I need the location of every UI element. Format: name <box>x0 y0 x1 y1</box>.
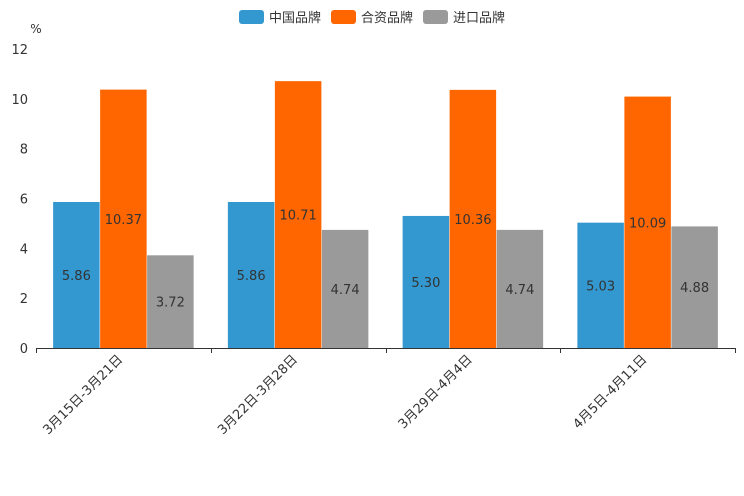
y-axis-unit: % <box>30 22 41 36</box>
y-axis: 0 2 4 6 8 10 12 <box>11 43 28 357</box>
bar-domestic[interactable] <box>577 222 624 348</box>
y-tick-label: 2 <box>20 292 28 307</box>
x-axis: 3月15日-3月21日 3月22日-3月28日 3月29日-4月4日 4月5日-4月1… <box>36 348 736 438</box>
bar-joint-venture[interactable] <box>100 89 147 348</box>
legend-label-joint-venture: 合资品牌 <box>360 11 413 26</box>
y-tick-label: 4 <box>20 242 28 257</box>
legend-swatch-joint-venture <box>330 9 356 24</box>
y-tick-label: 10 <box>11 93 28 108</box>
bar-domestic[interactable] <box>227 201 275 348</box>
x-category-label: 3月29日-4月4日 <box>396 352 476 432</box>
bar-joint-venture[interactable] <box>624 96 671 348</box>
bar-imported[interactable] <box>147 255 194 348</box>
y-tick-label: 12 <box>11 43 28 58</box>
bar-value-label: 3.72 <box>156 296 185 311</box>
bar-imported[interactable] <box>321 229 369 348</box>
bar-domestic[interactable] <box>402 215 450 348</box>
legend: 中国品牌 合资品牌 进口品牌 <box>0 7 744 26</box>
bar-value-label: 4.74 <box>331 283 360 298</box>
legend-swatch-imported <box>423 9 448 24</box>
y-tick-label: 6 <box>20 193 28 208</box>
bar-value-label: 5.86 <box>237 269 266 284</box>
legend-label-imported: 进口品牌 <box>453 11 506 26</box>
bar-imported[interactable] <box>496 229 544 348</box>
legend-item-domestic[interactable]: 中国品牌 <box>238 7 321 26</box>
bar-value-label: 5.03 <box>586 279 615 294</box>
bar-value-label: 10.09 <box>629 216 666 231</box>
bar-joint-venture[interactable] <box>274 81 322 348</box>
y-tick-label: 0 <box>20 342 28 357</box>
bar-value-label: 5.30 <box>411 276 440 291</box>
bar-joint-venture[interactable] <box>449 89 497 348</box>
legend-item-joint-venture[interactable]: 合资品牌 <box>330 7 413 26</box>
bar-value-label: 10.36 <box>454 213 491 228</box>
plot-area: 5.86 10.37 3.72 5.86 10.71 4.74 5.30 10.36 4.74 5… <box>53 81 718 348</box>
x-category-label: 4月5日-4月11日 <box>571 352 651 432</box>
bar-value-label: 10.71 <box>280 209 317 224</box>
bar-value-label: 4.88 <box>680 281 709 296</box>
bar-value-label: 10.37 <box>105 213 142 228</box>
y-tick-label: 8 <box>20 143 28 158</box>
legend-swatch-domestic <box>238 9 264 24</box>
legend-label-domestic: 中国品牌 <box>268 11 321 26</box>
bar-value-label: 4.74 <box>505 283 534 298</box>
bar-value-label: 5.86 <box>62 269 91 284</box>
bar-domestic[interactable] <box>53 201 100 348</box>
x-category-label: 3月22日-3月28日 <box>215 352 301 438</box>
legend-item-imported[interactable]: 进口品牌 <box>423 7 505 26</box>
x-category-label: 3月15日-3月21日 <box>40 352 126 438</box>
bar-imported[interactable] <box>671 226 718 348</box>
